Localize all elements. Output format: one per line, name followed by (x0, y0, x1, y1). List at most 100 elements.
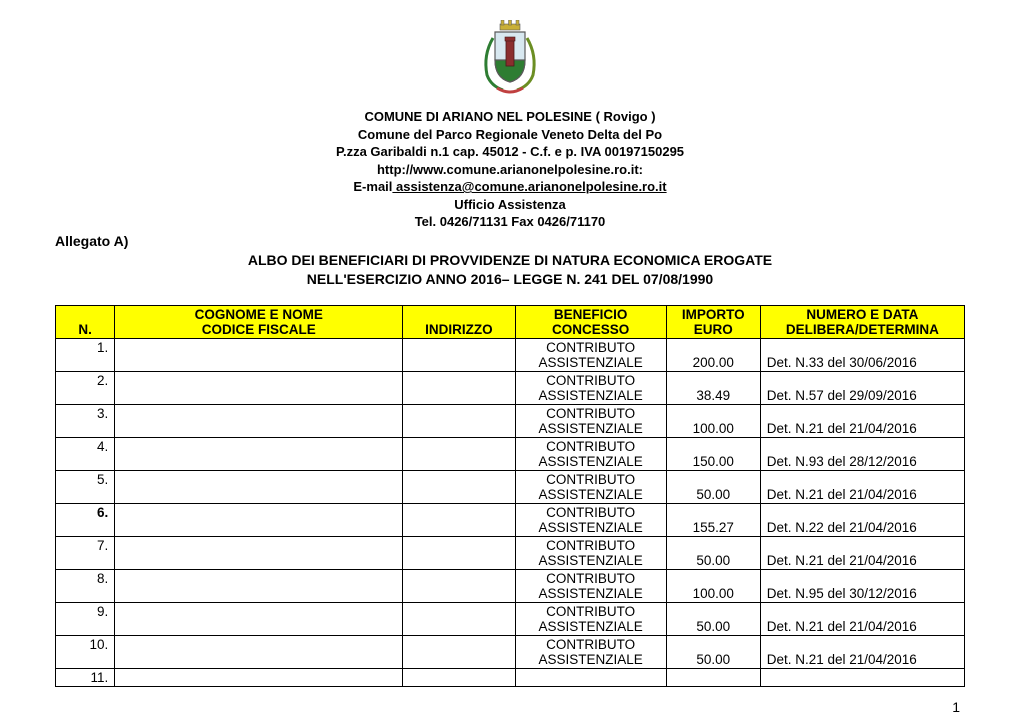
table-row: 4. CONTRIBUTOASSISTENZIALE 150.00 Det. N.… (56, 437, 965, 470)
cell-benefit: CONTRIBUTOASSISTENZIALE (515, 371, 666, 404)
table-row: 10. CONTRIBUTOASSISTENZIALE 50.00 Det. N.… (56, 635, 965, 668)
cell-amount: 50.00 (666, 470, 760, 503)
email-prefix: E-mail (353, 179, 392, 194)
table-row: 2. CONTRIBUTOASSISTENZIALE 38.49 Det. N.5… (56, 371, 965, 404)
cell-address (403, 404, 515, 437)
email-link[interactable]: assistenza@comune.arianonelpolesine.ro.i… (392, 179, 666, 194)
cell-amount: 100.00 (666, 569, 760, 602)
table-row: 11. (56, 668, 965, 686)
col-header-n: N. (56, 305, 115, 338)
cell-row-number: 11. (56, 668, 115, 686)
cell-row-number: 10. (56, 635, 115, 668)
cell-amount: 50.00 (666, 635, 760, 668)
beneficiaries-table: N. COGNOME E NOME CODICE FISCALE INDIRIZ… (55, 305, 965, 687)
cell-determination: Det. N.21 del 21/04/2016 (760, 404, 964, 437)
cell-row-number: 9. (56, 602, 115, 635)
cell-name (115, 503, 403, 536)
page-number: 1 (952, 699, 960, 715)
cell-determination: Det. N.21 del 21/04/2016 (760, 470, 964, 503)
cell-row-number: 5. (56, 470, 115, 503)
table-row: 3. CONTRIBUTOASSISTENZIALE 100.00 Det. N.… (56, 404, 965, 437)
org-phone: Tel. 0426/71131 Fax 0426/71170 (55, 213, 965, 231)
cell-amount: 38.49 (666, 371, 760, 404)
col-header-address: INDIRIZZO (403, 305, 515, 338)
cell-amount (666, 668, 760, 686)
cell-amount: 155.27 (666, 503, 760, 536)
cell-row-number: 1. (56, 338, 115, 371)
cell-address (403, 503, 515, 536)
cell-benefit: CONTRIBUTOASSISTENZIALE (515, 338, 666, 371)
cell-row-number: 3. (56, 404, 115, 437)
cell-row-number: 4. (56, 437, 115, 470)
cell-determination: Det. N.21 del 21/04/2016 (760, 536, 964, 569)
title-line-2: NELL'ESERCIZIO ANNO 2016– LEGGE N. 241 D… (55, 270, 965, 289)
cell-name (115, 437, 403, 470)
table-row: 1. CONTRIBUTOASSISTENZIALE 200.00 Det. N.… (56, 338, 965, 371)
cell-determination: Det. N.57 del 29/09/2016 (760, 371, 964, 404)
table-row: 6. CONTRIBUTOASSISTENZIALE 155.27 Det. N.… (56, 503, 965, 536)
cell-address (403, 470, 515, 503)
table-body: 1. CONTRIBUTOASSISTENZIALE 200.00 Det. N.… (56, 338, 965, 686)
cell-name (115, 569, 403, 602)
org-address: P.zza Garibaldi n.1 cap. 45012 - C.f. e … (55, 143, 965, 161)
cell-name (115, 536, 403, 569)
cell-amount: 150.00 (666, 437, 760, 470)
org-name: COMUNE DI ARIANO NEL POLESINE ( Rovigo ) (55, 108, 965, 126)
col-header-amount: IMPORTO EURO (666, 305, 760, 338)
cell-benefit: CONTRIBUTOASSISTENZIALE (515, 470, 666, 503)
attachment-label: Allegato A) (55, 233, 965, 249)
col-header-name: COGNOME E NOME CODICE FISCALE (115, 305, 403, 338)
cell-address (403, 635, 515, 668)
cell-name (115, 668, 403, 686)
cell-name (115, 635, 403, 668)
cell-benefit (515, 668, 666, 686)
cell-benefit: CONTRIBUTOASSISTENZIALE (515, 437, 666, 470)
letterhead: COMUNE DI ARIANO NEL POLESINE ( Rovigo )… (55, 108, 965, 231)
cell-determination: Det. N.21 del 21/04/2016 (760, 602, 964, 635)
cell-row-number: 2. (56, 371, 115, 404)
col-header-benefit: BENEFICIO CONCESSO (515, 305, 666, 338)
cell-name (115, 470, 403, 503)
cell-address (403, 668, 515, 686)
cell-benefit: CONTRIBUTOASSISTENZIALE (515, 602, 666, 635)
cell-determination: Det. N.33 del 30/06/2016 (760, 338, 964, 371)
cell-address (403, 371, 515, 404)
col-header-determination: NUMERO E DATA DELIBERA/DETERMINA (760, 305, 964, 338)
cell-name (115, 371, 403, 404)
cell-benefit: CONTRIBUTOASSISTENZIALE (515, 536, 666, 569)
cell-benefit: CONTRIBUTOASSISTENZIALE (515, 503, 666, 536)
document-title: ALBO DEI BENEFICIARI DI PROVVIDENZE DI N… (55, 251, 965, 289)
document-page: COMUNE DI ARIANO NEL POLESINE ( Rovigo )… (0, 0, 1020, 721)
cell-benefit: CONTRIBUTOASSISTENZIALE (515, 569, 666, 602)
cell-row-number: 7. (56, 536, 115, 569)
cell-determination: Det. N.93 del 28/12/2016 (760, 437, 964, 470)
title-line-1: ALBO DEI BENEFICIARI DI PROVVIDENZE DI N… (55, 251, 965, 270)
cell-address (403, 437, 515, 470)
cell-address (403, 338, 515, 371)
org-url: http://www.comune.arianonelpolesine.ro.i… (55, 161, 965, 179)
table-row: 8. CONTRIBUTOASSISTENZIALE 100.00 Det. N.… (56, 569, 965, 602)
cell-benefit: CONTRIBUTOASSISTENZIALE (515, 635, 666, 668)
cell-name (115, 338, 403, 371)
org-office: Ufficio Assistenza (55, 196, 965, 214)
municipal-crest-icon (475, 20, 545, 100)
cell-determination: Det. N.95 del 30/12/2016 (760, 569, 964, 602)
cell-amount: 100.00 (666, 404, 760, 437)
cell-address (403, 602, 515, 635)
org-subtitle: Comune del Parco Regionale Veneto Delta … (55, 126, 965, 144)
table-row: 7.CONTRIBUTOASSISTENZIALE 50.00 Det. N.2… (56, 536, 965, 569)
cell-amount: 50.00 (666, 602, 760, 635)
cell-determination: Det. N.21 del 21/04/2016 (760, 635, 964, 668)
table-row: 9. CONTRIBUTOASSISTENZIALE 50.00 Det. N.2… (56, 602, 965, 635)
cell-address (403, 569, 515, 602)
cell-benefit: CONTRIBUTOASSISTENZIALE (515, 404, 666, 437)
table-header-row: N. COGNOME E NOME CODICE FISCALE INDIRIZ… (56, 305, 965, 338)
cell-amount: 200.00 (666, 338, 760, 371)
cell-row-number: 8. (56, 569, 115, 602)
org-email-line: E-mail assistenza@comune.arianonelpolesi… (55, 178, 965, 196)
cell-address (403, 536, 515, 569)
cell-name (115, 602, 403, 635)
cell-row-number: 6. (56, 503, 115, 536)
cell-determination (760, 668, 964, 686)
cell-determination: Det. N.22 del 21/04/2016 (760, 503, 964, 536)
